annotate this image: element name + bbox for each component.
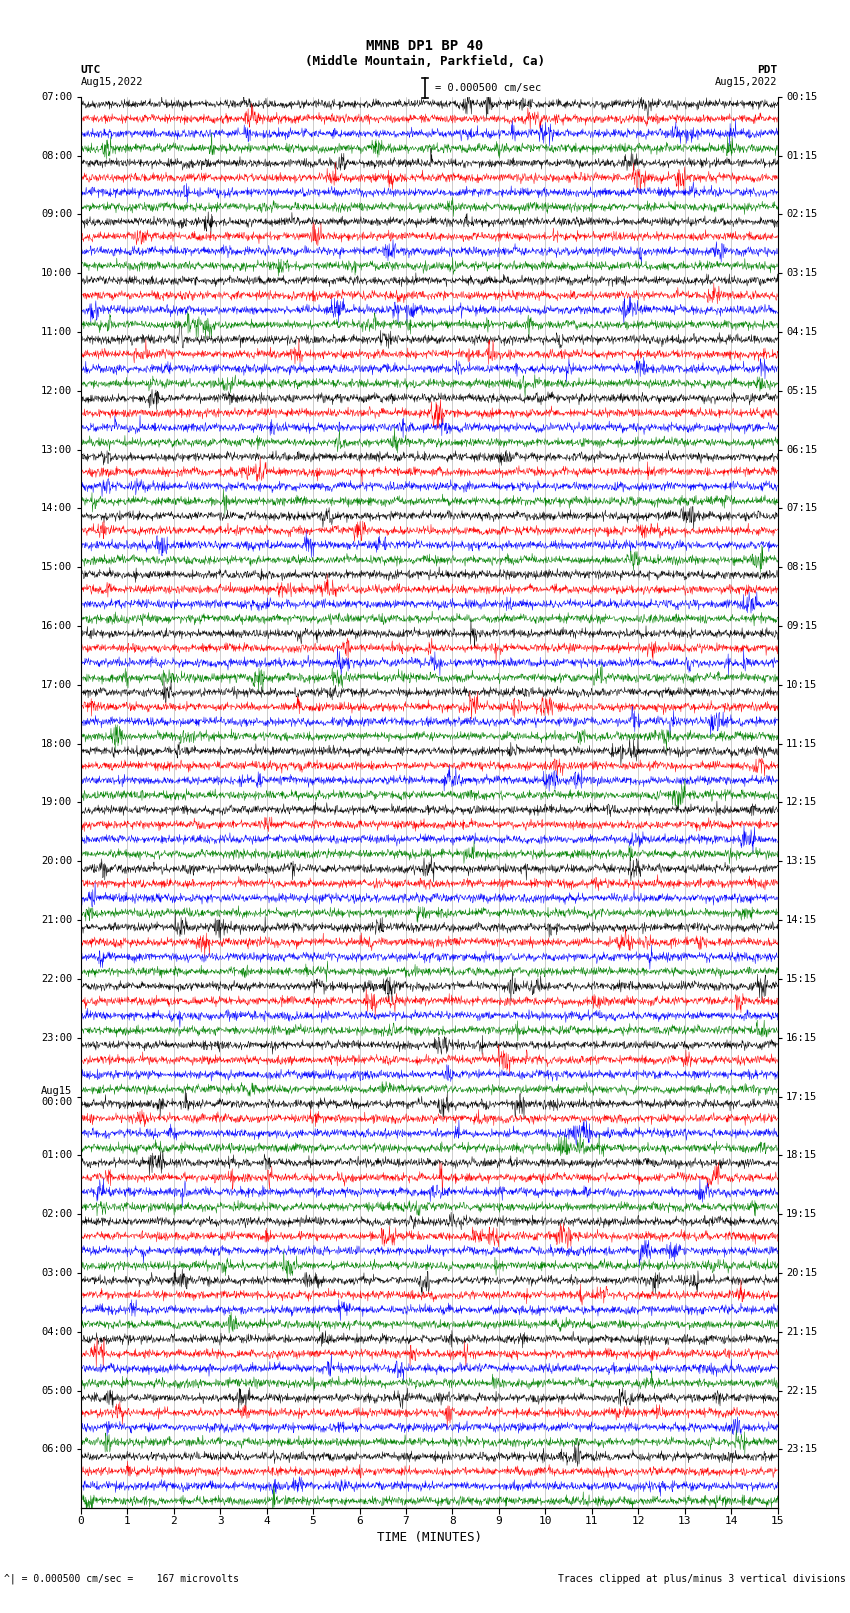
Text: MMNB DP1 BP 40: MMNB DP1 BP 40: [366, 39, 484, 53]
Text: Traces clipped at plus/minus 3 vertical divisions: Traces clipped at plus/minus 3 vertical …: [558, 1574, 846, 1584]
Text: Aug15,2022: Aug15,2022: [81, 77, 144, 87]
Text: UTC: UTC: [81, 65, 101, 74]
Text: (Middle Mountain, Parkfield, Ca): (Middle Mountain, Parkfield, Ca): [305, 55, 545, 68]
X-axis label: TIME (MINUTES): TIME (MINUTES): [377, 1531, 482, 1544]
Text: PDT: PDT: [757, 65, 778, 74]
Text: ^| = 0.000500 cm/sec =    167 microvolts: ^| = 0.000500 cm/sec = 167 microvolts: [4, 1573, 239, 1584]
Text: = 0.000500 cm/sec: = 0.000500 cm/sec: [435, 82, 541, 94]
Text: Aug15,2022: Aug15,2022: [715, 77, 778, 87]
